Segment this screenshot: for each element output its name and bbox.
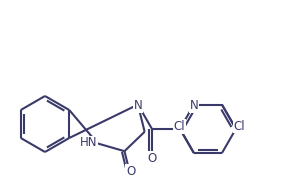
Text: Cl: Cl (173, 120, 185, 133)
Text: Cl: Cl (234, 120, 245, 133)
Text: N: N (190, 99, 199, 112)
Text: O: O (147, 152, 157, 165)
Text: HN: HN (80, 136, 98, 149)
Text: O: O (126, 165, 135, 178)
Text: N: N (134, 99, 142, 112)
